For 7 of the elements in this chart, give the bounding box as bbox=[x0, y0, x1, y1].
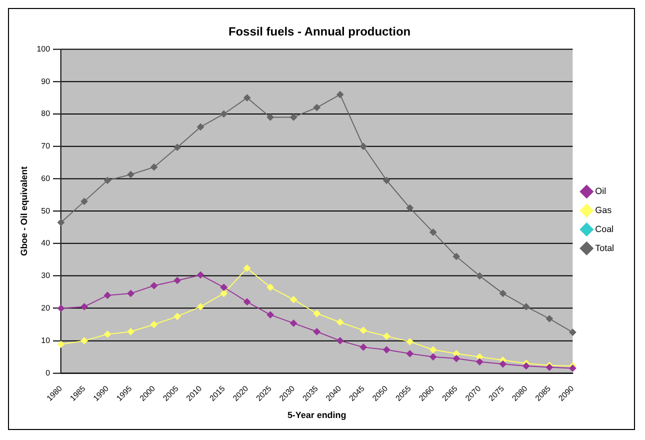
legend-label: Oil bbox=[595, 186, 606, 196]
legend-label: Total bbox=[595, 242, 614, 253]
y-axis-title: Gboe - Oil equivalent bbox=[18, 166, 29, 256]
chart-title: Fossil fuels - Annual production bbox=[228, 24, 411, 38]
legend-label: Coal bbox=[595, 224, 614, 234]
legend-label: Gas bbox=[595, 205, 612, 216]
x-axis-title: 5-Year ending bbox=[287, 410, 346, 420]
